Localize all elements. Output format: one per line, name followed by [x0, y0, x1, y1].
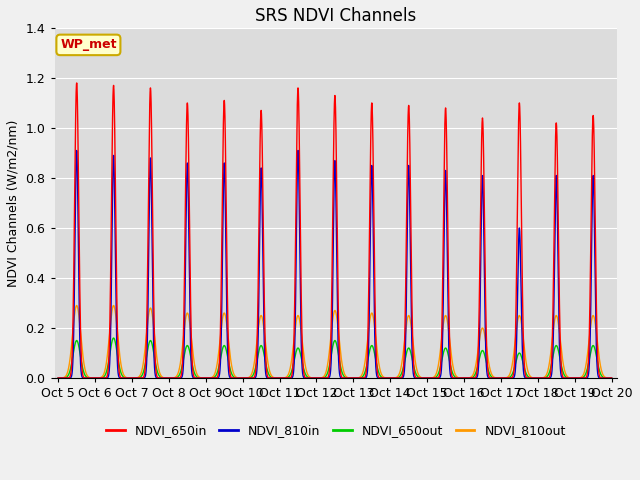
- NDVI_650in: [467, 375, 475, 381]
- NDVI_650in: [608, 375, 616, 381]
- NDVI_650in: [155, 375, 163, 381]
- NDVI_650out: [54, 375, 62, 381]
- NDVI_650out: [414, 374, 422, 380]
- NDVI_810in: [294, 147, 302, 153]
- NDVI_650out: [109, 335, 117, 341]
- NDVI_810out: [266, 369, 273, 374]
- Line: NDVI_810out: NDVI_810out: [58, 305, 612, 378]
- Line: NDVI_650out: NDVI_650out: [58, 338, 612, 378]
- NDVI_650in: [509, 372, 517, 378]
- NDVI_650in: [266, 375, 273, 381]
- NDVI_650in: [414, 375, 422, 381]
- NDVI_810out: [387, 375, 394, 381]
- NDVI_810in: [155, 375, 163, 381]
- NDVI_810out: [509, 355, 517, 360]
- NDVI_810in: [54, 375, 62, 381]
- NDVI_810out: [109, 302, 117, 308]
- Text: WP_met: WP_met: [60, 38, 116, 51]
- NDVI_810in: [467, 375, 475, 381]
- NDVI_810in: [414, 375, 422, 381]
- NDVI_810out: [54, 375, 62, 381]
- NDVI_810out: [467, 374, 475, 380]
- Line: NDVI_810in: NDVI_810in: [58, 150, 612, 378]
- Line: NDVI_650in: NDVI_650in: [58, 83, 612, 378]
- NDVI_810in: [387, 375, 394, 381]
- NDVI_650out: [467, 375, 475, 381]
- NDVI_650in: [387, 375, 394, 381]
- NDVI_810in: [608, 375, 616, 381]
- NDVI_810in: [266, 375, 273, 381]
- NDVI_810out: [155, 367, 163, 372]
- NDVI_650out: [608, 375, 616, 381]
- NDVI_650out: [266, 373, 273, 379]
- NDVI_650out: [509, 369, 517, 374]
- NDVI_650out: [387, 375, 394, 381]
- NDVI_810out: [608, 375, 616, 381]
- Title: SRS NDVI Channels: SRS NDVI Channels: [255, 7, 417, 25]
- NDVI_650in: [54, 375, 62, 381]
- Legend: NDVI_650in, NDVI_810in, NDVI_650out, NDVI_810out: NDVI_650in, NDVI_810in, NDVI_650out, NDV…: [101, 420, 571, 442]
- NDVI_650in: [73, 80, 81, 86]
- NDVI_650out: [155, 372, 163, 378]
- NDVI_810in: [509, 375, 517, 381]
- Y-axis label: NDVI Channels (W/m2/nm): NDVI Channels (W/m2/nm): [7, 119, 20, 287]
- NDVI_810out: [414, 371, 422, 377]
